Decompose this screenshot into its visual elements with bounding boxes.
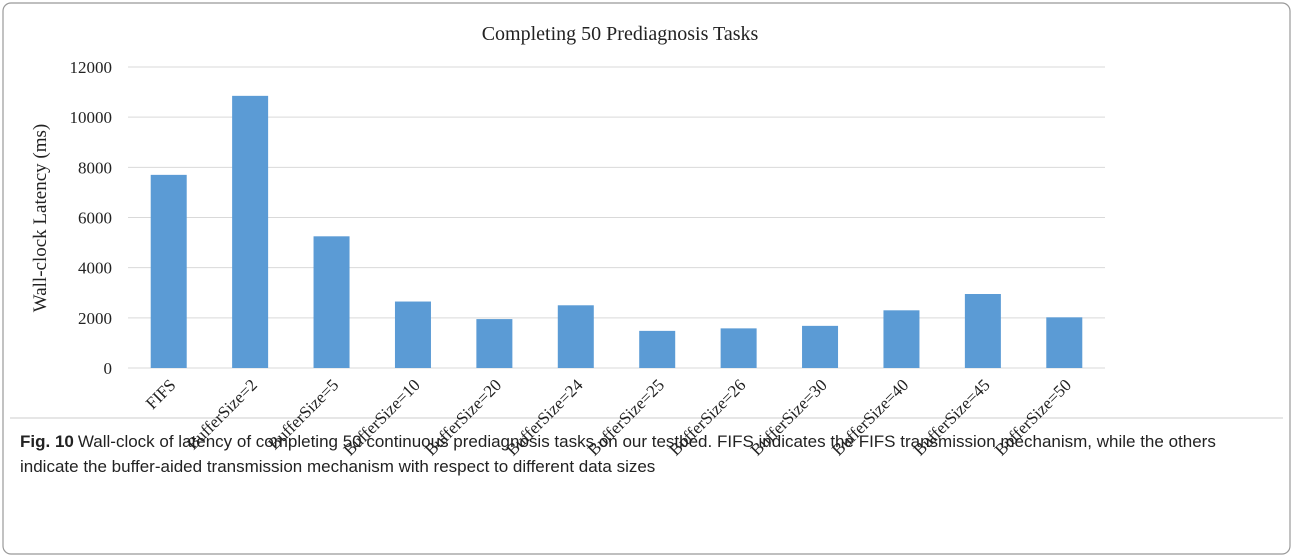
bar xyxy=(150,174,187,368)
bar xyxy=(1046,317,1083,368)
bar xyxy=(232,95,269,369)
y-tick-label: 6000 xyxy=(78,209,112,228)
y-tick-label: 0 xyxy=(104,359,113,378)
y-axis-label: Wall-clock Latency (ms) xyxy=(30,124,51,312)
caption: Fig. 10 Wall-clock of latency of completi… xyxy=(20,429,1270,479)
bar xyxy=(476,319,513,368)
caption-label: Fig. 10 xyxy=(20,432,74,451)
chart-title: Completing 50 Prediagnosis Tasks xyxy=(482,23,759,45)
bar xyxy=(802,325,839,368)
y-tick-label: 12000 xyxy=(70,58,113,77)
y-tick-label: 4000 xyxy=(78,259,112,278)
bar xyxy=(964,294,1001,368)
bar xyxy=(394,301,431,368)
bar xyxy=(883,310,920,368)
bar xyxy=(557,305,594,368)
caption-text: Wall-clock of latency of completing 50 c… xyxy=(20,432,1216,476)
bar xyxy=(639,330,676,368)
bar xyxy=(313,236,350,368)
bar xyxy=(720,328,757,368)
y-tick-label: 2000 xyxy=(78,309,112,328)
y-tick-label: 10000 xyxy=(70,108,113,127)
y-tick-label: 8000 xyxy=(78,158,112,177)
